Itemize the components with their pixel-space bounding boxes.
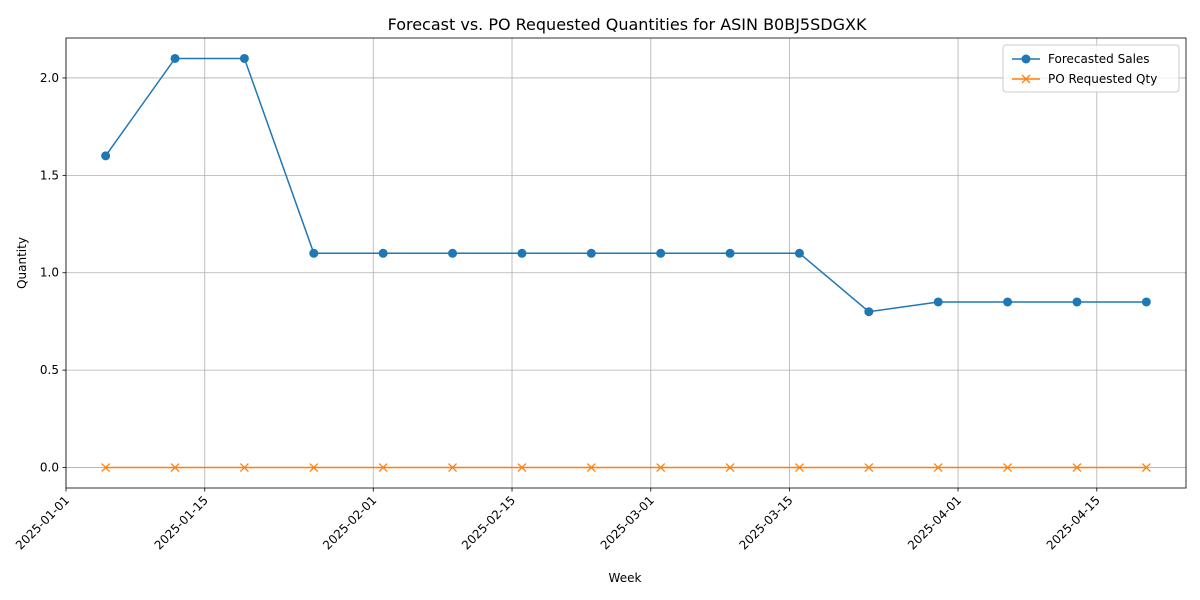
- y-tick-label: 1.0: [40, 266, 59, 280]
- legend-label: PO Requested Qty: [1048, 72, 1157, 86]
- y-tick-label: 2.0: [40, 71, 59, 85]
- forecasted-sales-point: [586, 248, 596, 258]
- forecasted-sales-point: [170, 53, 180, 63]
- y-tick-label: 1.5: [40, 168, 59, 182]
- forecasted-sales-point: [448, 248, 458, 258]
- legend: Forecasted Sales PO Requested Qty: [1002, 44, 1180, 93]
- po-requested-qty-point: [933, 463, 943, 473]
- legend-label: Forecasted Sales: [1048, 52, 1150, 66]
- forecasted-sales-point: [1003, 297, 1013, 307]
- series-forecasted-sales: [101, 53, 1151, 317]
- po-requested-qty-point: [239, 463, 249, 473]
- po-requested-qty-point: [1072, 463, 1082, 473]
- forecasted-sales-point: [101, 151, 111, 161]
- forecasted-sales-point: [1072, 297, 1082, 307]
- po-requested-qty-point: [309, 463, 319, 473]
- legend-item-forecasted-sales: Forecasted Sales: [1012, 52, 1150, 66]
- forecasted-sales-point: [933, 297, 943, 307]
- y-axis-title: Quantity: [15, 237, 29, 289]
- po-requested-qty-point: [101, 463, 111, 473]
- x-axis-title: Week: [609, 571, 642, 585]
- forecasted-sales-point: [517, 248, 527, 258]
- chart-title: Forecast vs. PO Requested Quantities for…: [388, 15, 867, 34]
- forecasted-sales-point: [309, 248, 319, 258]
- po-requested-qty-point: [517, 463, 527, 473]
- po-requested-qty-point: [378, 463, 388, 473]
- po-requested-qty-point: [864, 463, 874, 473]
- po-requested-qty-point: [586, 463, 596, 473]
- po-requested-qty-point: [1003, 463, 1013, 473]
- legend-swatch-marker: [1021, 54, 1031, 64]
- y-tick-label: 0.0: [40, 461, 59, 475]
- forecasted-sales-point: [864, 307, 874, 317]
- po-requested-qty-point: [1141, 463, 1151, 473]
- forecasted-sales-point: [378, 248, 388, 258]
- forecasted-sales-point: [725, 248, 735, 258]
- po-requested-qty-point: [170, 463, 180, 473]
- po-requested-qty-point: [656, 463, 666, 473]
- forecasted-sales-point: [656, 248, 666, 258]
- grid-lines: [65, 38, 1186, 488]
- po-requested-qty-point: [794, 463, 804, 473]
- series-po-requested-qty: [101, 463, 1151, 473]
- legend-item-po-requested-qty: PO Requested Qty: [1012, 72, 1157, 86]
- po-requested-qty-point: [725, 463, 735, 473]
- legend-swatch-marker: [1021, 74, 1031, 84]
- legend-box: [1002, 44, 1180, 93]
- series-layer: [101, 53, 1151, 473]
- po-requested-qty-point: [448, 463, 458, 473]
- forecasted-sales-point: [1141, 297, 1151, 307]
- y-tick-label: 0.5: [40, 363, 59, 377]
- forecasted-sales-point: [239, 53, 249, 63]
- forecasted-sales-point: [794, 248, 804, 258]
- forecasted-sales-line: [105, 57, 1147, 313]
- plot-area-frame: [65, 37, 1187, 489]
